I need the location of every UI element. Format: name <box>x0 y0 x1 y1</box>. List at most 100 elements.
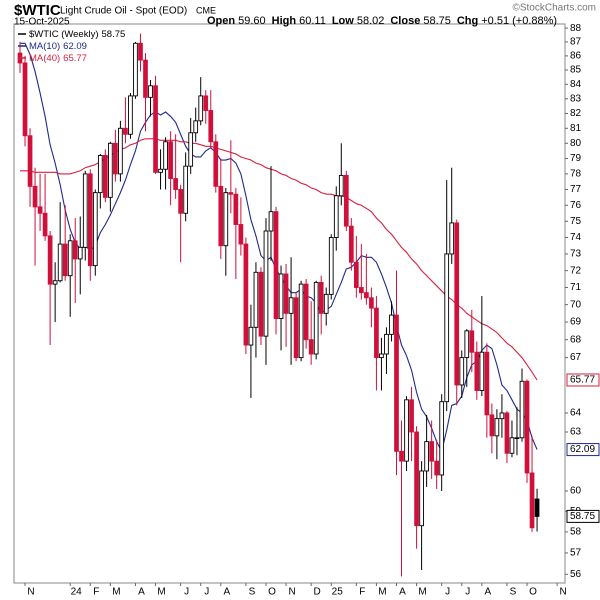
candle-body <box>97 154 103 194</box>
candle-body <box>168 141 173 179</box>
x-tick-label: A <box>485 587 492 598</box>
x-tick-label: 24 <box>71 587 83 598</box>
candle-body <box>108 142 113 198</box>
candle-body <box>243 243 249 346</box>
value-marker <box>566 373 600 387</box>
candle-body <box>318 281 324 314</box>
x-tick-label: F <box>93 587 99 598</box>
candle-body <box>57 243 63 282</box>
x-tick-label: J <box>445 587 450 598</box>
candle-body <box>308 339 314 355</box>
candle-body <box>399 450 404 462</box>
candle-body <box>238 224 244 245</box>
candle-body <box>479 351 485 391</box>
candle-body <box>419 470 424 527</box>
x-tick-label: A <box>399 587 406 598</box>
candle-body <box>22 62 28 137</box>
y-tick-label: 80 <box>570 138 582 149</box>
candle-body <box>113 142 118 175</box>
quote-label: High <box>272 15 297 27</box>
value-marker <box>566 443 600 457</box>
value-marker-label: 65.77 <box>570 375 595 386</box>
candle-body <box>353 261 359 288</box>
candle-body <box>263 230 269 337</box>
x-tick-label: M <box>112 587 120 598</box>
candle-body <box>369 297 374 309</box>
candle-body <box>188 132 194 167</box>
x-tick-label: 25 <box>332 587 344 598</box>
candle-body <box>323 293 329 314</box>
candle-body <box>128 95 133 135</box>
x-tick-label: A <box>223 587 230 598</box>
x-tick-label: J <box>184 587 189 598</box>
candle-body <box>328 237 334 295</box>
y-tick-label: 68 <box>570 334 582 345</box>
candle-body <box>404 399 409 462</box>
candle-body <box>268 211 274 232</box>
quote-value: 58.02 <box>357 15 385 27</box>
candle-body <box>87 173 93 267</box>
x-tick-label: S <box>249 587 256 598</box>
quote-label: Close <box>390 15 420 27</box>
candle-body <box>509 437 515 454</box>
y-tick-label: 76 <box>570 200 582 211</box>
y-tick-label: 70 <box>570 299 582 310</box>
candle-body <box>464 330 470 359</box>
y-tick-label: 85 <box>570 65 582 76</box>
candle-body <box>474 351 480 391</box>
candle-body <box>218 185 224 247</box>
candle-body <box>52 280 58 285</box>
y-tick-label: 56 <box>570 569 582 580</box>
candle-body <box>293 297 299 359</box>
candle-body <box>77 246 83 260</box>
y-tick-label: 64 <box>570 408 582 419</box>
credit: ©StockCharts.com <box>512 3 596 14</box>
x-tick-label: J <box>465 587 470 598</box>
candle-body <box>384 333 389 355</box>
candle-body <box>434 460 440 476</box>
x-tick-label: M <box>157 587 165 598</box>
exchange: CME <box>196 5 216 15</box>
candle-body <box>102 154 108 198</box>
quote-value: 58.75 <box>423 15 451 27</box>
y-tick-label: 69 <box>570 317 582 328</box>
candle-body <box>504 412 510 454</box>
y-tick-label: 87 <box>570 37 582 48</box>
candle-body <box>228 192 234 195</box>
y-tick-label: 78 <box>570 169 582 180</box>
x-tick-label: O <box>268 587 276 598</box>
candle-body <box>82 173 88 248</box>
candle-body <box>409 399 414 433</box>
candle-body <box>439 401 445 476</box>
candle-body <box>233 193 239 225</box>
candle-body <box>519 380 525 439</box>
quote-value: 59.60 <box>238 15 266 27</box>
y-tick-label: 77 <box>570 184 582 195</box>
chart-title: $WTIC <box>14 2 61 19</box>
candle-body <box>529 472 535 529</box>
x-tick-label: J <box>204 587 209 598</box>
y-tick-label: 74 <box>570 232 582 243</box>
candle-body <box>118 127 123 175</box>
x-tick-label: M <box>378 587 386 598</box>
x-tick-label: F <box>359 587 365 598</box>
candle-body <box>133 42 138 97</box>
legend-name: $WTIC (Weekly) <box>29 29 99 40</box>
candle-body <box>414 431 419 527</box>
legend-name: MA(40) <box>29 53 60 64</box>
candle-body <box>158 168 163 173</box>
candle-body <box>484 351 490 416</box>
candle-body <box>143 59 148 98</box>
y-tick-label: 79 <box>570 153 582 164</box>
y-tick-label: 73 <box>570 249 582 260</box>
candle-body <box>148 85 153 98</box>
quote-value: 60.11 <box>299 15 326 27</box>
candle-body <box>459 357 465 386</box>
candle-body <box>283 273 289 314</box>
candle-body <box>153 85 158 173</box>
candle-body <box>138 42 143 61</box>
y-tick-label: 84 <box>570 79 582 90</box>
candle-body <box>489 414 495 437</box>
legend-value: 65.77 <box>63 53 87 64</box>
